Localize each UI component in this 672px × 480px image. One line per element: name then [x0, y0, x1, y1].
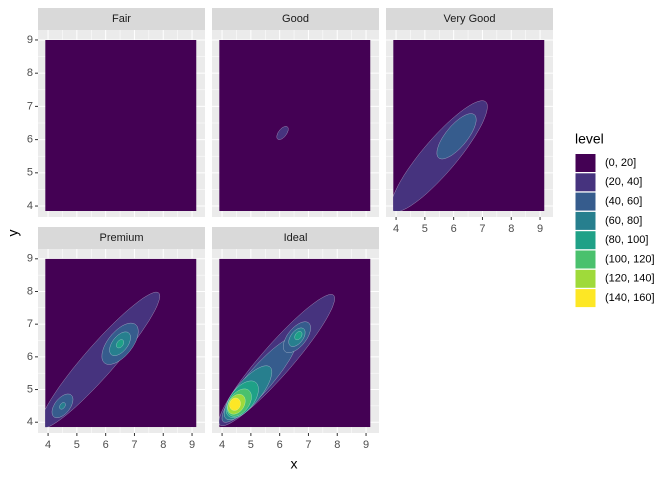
x-tick-label: 4: [45, 439, 51, 451]
legend-label: (120, 140]: [605, 273, 655, 285]
y-tick-label: 4: [27, 200, 33, 212]
strip-label: Fair: [112, 13, 131, 25]
legend-label: (0, 20]: [605, 157, 636, 169]
x-tick-label: 9: [189, 439, 195, 451]
x-tick-label: 7: [305, 439, 311, 451]
contour-base: [45, 39, 197, 212]
x-tick-label: 8: [508, 223, 514, 235]
legend-key: [574, 268, 597, 289]
y-tick-label: 9: [27, 34, 33, 46]
strip-label: Ideal: [284, 232, 308, 244]
x-tick-label: 6: [103, 439, 109, 451]
x-tick-label: 8: [160, 439, 166, 451]
legend-label: (100, 120]: [605, 253, 655, 265]
legend-label: (20, 40]: [605, 176, 642, 188]
contour-band: [294, 331, 303, 340]
contour-base: [219, 39, 371, 212]
contour-group: [219, 258, 371, 428]
x-tick-label: 7: [131, 439, 137, 451]
x-tick-label: 9: [363, 439, 369, 451]
y-tick-label: 8: [27, 67, 33, 79]
legend-label: (60, 80]: [605, 215, 642, 227]
strip: [212, 8, 379, 30]
x-tick-label: 9: [537, 223, 543, 235]
strip: [212, 227, 379, 249]
x-tick-label: 6: [451, 223, 457, 235]
x-tick-label: 5: [248, 439, 254, 451]
legend-key: [574, 191, 597, 212]
contour-group: [45, 39, 197, 212]
contour-group: [45, 258, 197, 428]
legend-key: [574, 210, 597, 231]
legend-label: (140, 160]: [605, 292, 655, 304]
x-tick-label: 5: [422, 223, 428, 235]
strip-label: Good: [282, 13, 309, 25]
legend-label: (40, 60]: [605, 196, 642, 208]
y-tick-label: 9: [27, 253, 33, 265]
x-tick-label: 4: [393, 223, 399, 235]
y-tick-label: 6: [27, 134, 33, 146]
contour-band: [59, 402, 66, 410]
x-axis-title: x: [291, 456, 298, 472]
y-tick-label: 4: [27, 416, 33, 428]
y-tick-label: 6: [27, 351, 33, 363]
strip: [38, 227, 205, 249]
legend-key: [574, 153, 597, 173]
x-tick-label: 4: [219, 439, 225, 451]
x-tick-label: 6: [277, 439, 283, 451]
y-tick-label: 7: [27, 318, 33, 330]
y-tick-label: 5: [27, 383, 33, 395]
y-tick-label: 7: [27, 100, 33, 112]
legend-key: [574, 230, 597, 251]
y-tick-label: 8: [27, 285, 33, 297]
legend-title: level: [575, 131, 604, 147]
legend-label: (80, 100]: [605, 234, 648, 246]
strip-label: Premium: [99, 232, 143, 244]
contour-band: [116, 339, 124, 349]
x-tick-label: 7: [479, 223, 485, 235]
strip: [386, 8, 553, 30]
contour-band: [276, 126, 289, 140]
strip-label: Very Good: [444, 13, 496, 25]
y-tick-label: 5: [27, 167, 33, 179]
x-tick-label: 8: [334, 439, 340, 451]
strip: [38, 8, 205, 30]
contour-band: [436, 113, 477, 160]
legend-key: [574, 249, 597, 270]
contour-group: [219, 39, 371, 212]
contour-band: [229, 397, 241, 411]
y-axis-title: y: [5, 230, 21, 237]
legend-key: [574, 288, 597, 309]
legend-key: [574, 172, 597, 193]
contour-group: [393, 39, 545, 212]
x-tick-label: 5: [74, 439, 80, 451]
